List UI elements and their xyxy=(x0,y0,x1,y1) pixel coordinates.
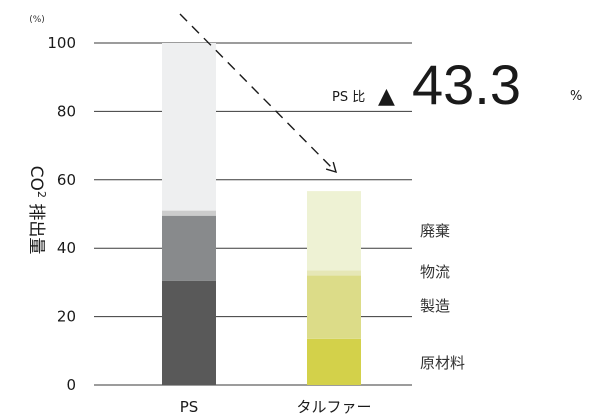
category-label: タルファー xyxy=(296,398,371,416)
y-tick-label: 20 xyxy=(57,308,76,326)
reduction-annotation: PS 比 ▲ 43.3 % xyxy=(332,53,582,116)
bar-segment xyxy=(162,210,216,216)
segment-label: 原材料 xyxy=(420,354,465,372)
bar-segment xyxy=(162,280,216,385)
y-axis-label-text: CO2 排出量 xyxy=(26,166,48,255)
bar-segment xyxy=(307,270,361,276)
y-tick-label: 60 xyxy=(57,171,76,189)
reduction-arrow xyxy=(179,13,338,174)
y-tick-label: 100 xyxy=(47,34,76,52)
segment-label: 製造 xyxy=(420,297,450,315)
stacked-bars xyxy=(162,43,361,385)
y-axis-label: CO2 排出量 xyxy=(26,166,48,255)
annotation-prefix: PS 比 xyxy=(332,90,365,105)
category-labels: PS タルファー xyxy=(180,398,372,416)
annotation-suffix: % xyxy=(570,89,582,104)
y-unit-label: (%) xyxy=(29,15,45,25)
bar-segment xyxy=(162,215,216,281)
y-tick-label: 0 xyxy=(66,376,76,394)
segment-label: 物流 xyxy=(420,263,450,281)
bar-segment xyxy=(307,191,361,271)
y-tick-labels: 0 20 40 60 80 100 xyxy=(47,34,76,394)
category-label: PS xyxy=(180,398,199,416)
bar-segment xyxy=(307,338,361,385)
annotation-triangle: ▲ xyxy=(378,84,395,109)
bar-segment xyxy=(307,275,361,339)
y-tick-label: 40 xyxy=(57,239,76,257)
annotation-value: 43.3 xyxy=(412,53,521,116)
y-tick-label: 80 xyxy=(57,102,76,120)
bar-segment xyxy=(162,43,216,211)
segment-label: 廃棄 xyxy=(420,222,450,240)
